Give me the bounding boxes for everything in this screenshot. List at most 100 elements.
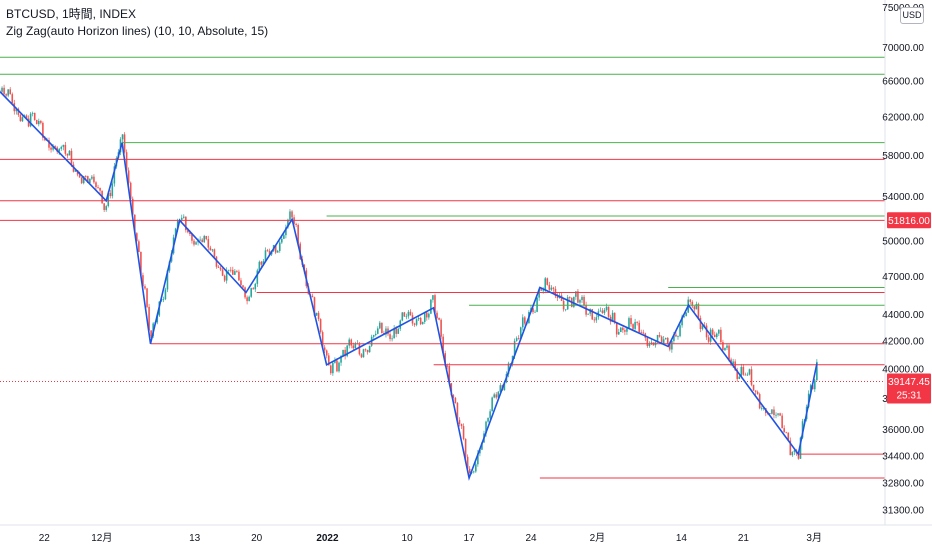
candle-body [430, 299, 432, 314]
time-axis[interactable]: 22 12月 13 20 2022 10 17 24 2月 14 21 3月 [39, 532, 822, 544]
candle-body [121, 134, 124, 140]
candle-body [325, 350, 328, 356]
candle-body [156, 315, 159, 323]
candle-body [491, 397, 493, 412]
candle-body [164, 289, 167, 300]
candle-body [468, 468, 471, 473]
candle-body [379, 322, 381, 329]
candle-body [229, 269, 232, 271]
candle-body [344, 349, 346, 357]
candle-body [281, 238, 283, 243]
indicator-title[interactable]: Zig Zag(auto Horizon lines) (10, 10, Abs… [6, 24, 269, 38]
candle-body [366, 350, 369, 353]
candle-body [426, 312, 428, 318]
candle-body [675, 334, 677, 337]
candle-body [70, 150, 73, 165]
candle-body [60, 146, 63, 149]
candle-body [556, 296, 559, 298]
candle-body [611, 312, 614, 322]
candle-body [74, 170, 77, 172]
candle-body [409, 311, 412, 316]
candle-body [362, 349, 365, 358]
candle-body [176, 220, 179, 229]
candle-body [225, 270, 228, 281]
candle-body [191, 234, 193, 241]
candle-body [799, 437, 802, 459]
candle-body [603, 309, 606, 314]
candle-body [601, 310, 604, 314]
candle-body [628, 318, 630, 329]
candle-body [442, 336, 444, 354]
candle-body [734, 361, 736, 371]
candle-body [752, 384, 755, 391]
candle-body [248, 296, 250, 302]
candle-body [407, 311, 410, 317]
candle-body [52, 146, 54, 150]
candle-body [9, 89, 12, 95]
candle-body [499, 385, 502, 392]
candle-body [193, 240, 195, 245]
candle-body [771, 409, 773, 414]
y-tick-label: 54000.00 [882, 192, 924, 203]
candle-body [199, 239, 201, 241]
candle-body [685, 312, 687, 316]
candle-body [658, 335, 661, 337]
candle-body [97, 187, 99, 188]
candle-body [446, 365, 449, 367]
candle-body [740, 366, 743, 377]
candle-body [58, 148, 61, 152]
symbol-title[interactable]: BTCUSD, 1時間, INDEX [6, 7, 137, 21]
candle-body [579, 300, 581, 303]
candle-body [746, 374, 749, 376]
candle-body [452, 395, 455, 398]
candle-body [773, 409, 775, 416]
candle-body [313, 297, 316, 316]
candle-body [564, 309, 567, 311]
candle-body [738, 376, 741, 379]
x-tick-label: 24 [525, 533, 537, 544]
candle-body [38, 120, 40, 125]
candle-body [519, 327, 522, 339]
candle-body [319, 319, 322, 333]
candle-body [391, 338, 393, 340]
candle-body [182, 216, 185, 218]
candle-body [715, 333, 718, 338]
candle-body [354, 343, 357, 349]
x-tick-label: 2022 [316, 533, 339, 544]
candle-body [814, 380, 816, 390]
candle-body [419, 317, 422, 325]
candle-body [211, 249, 214, 251]
candle-body [25, 115, 28, 119]
candle-body [481, 442, 483, 450]
candle-body [232, 269, 234, 275]
candle-body [724, 347, 726, 351]
currency-badge[interactable]: USD [900, 7, 924, 24]
candle-body [462, 426, 465, 439]
y-tick-label: 70000.00 [882, 43, 924, 54]
candle-body [360, 354, 363, 358]
candle-body [350, 339, 353, 346]
candle-body [718, 329, 720, 334]
candle-body [258, 261, 261, 271]
candle-body [174, 228, 177, 238]
candle-body [421, 321, 424, 325]
candle-body [605, 306, 608, 310]
candle-body [428, 313, 430, 318]
candle-body [209, 247, 212, 251]
candle-body [475, 464, 477, 472]
candle-body [105, 206, 107, 210]
candle-body [489, 411, 491, 418]
candle-body [726, 345, 728, 348]
candle-body [262, 261, 265, 265]
candle-body [291, 211, 293, 218]
candle-body [581, 296, 583, 301]
candle-body [626, 328, 628, 332]
candle-body [62, 144, 65, 147]
candle-body [146, 288, 148, 307]
candle-body [276, 250, 279, 253]
candle-body [456, 403, 459, 420]
candle-body [315, 312, 318, 316]
candle-body [7, 89, 9, 96]
candle-body [736, 370, 739, 379]
